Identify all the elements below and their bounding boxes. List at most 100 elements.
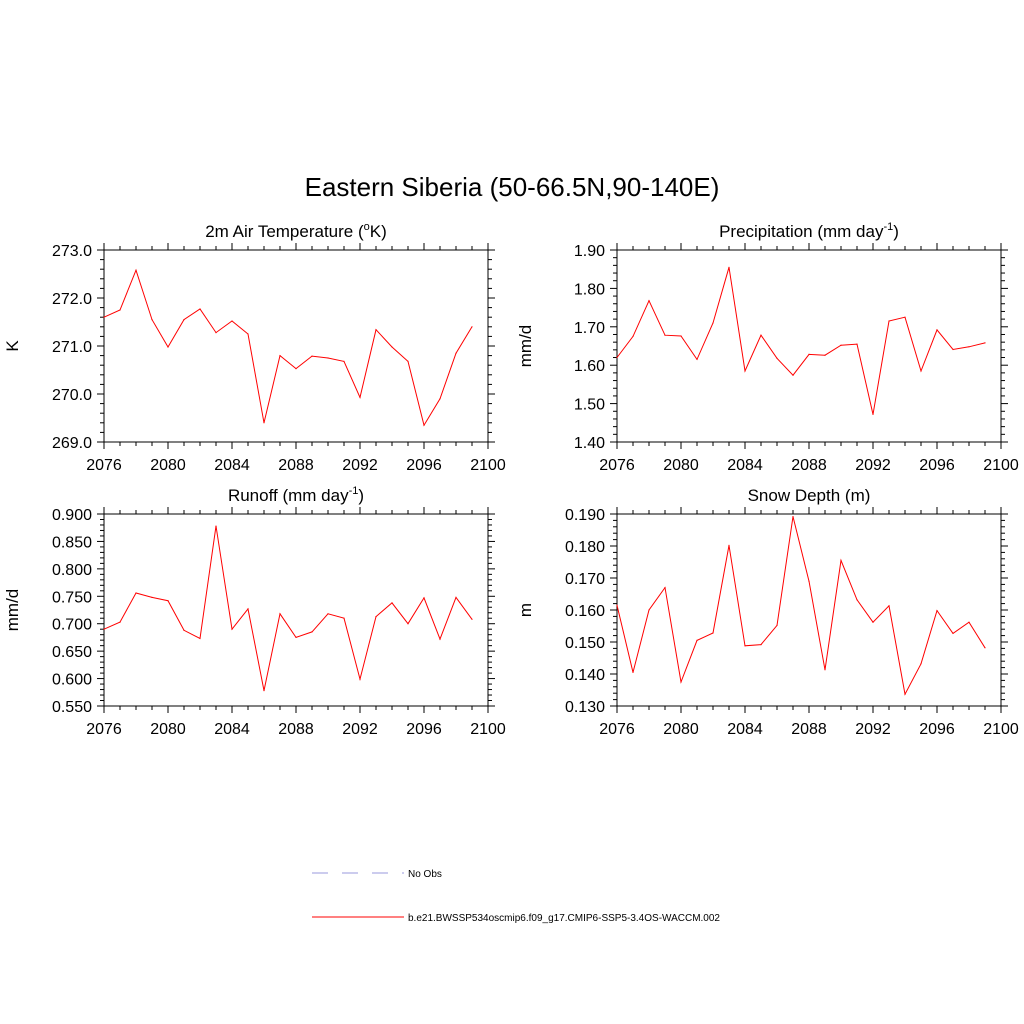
data-point-runoff [183, 629, 185, 631]
main-title: Eastern Siberia (50-66.5N,90-140E) [305, 172, 720, 202]
data-point-snow-depth [776, 624, 778, 627]
data-point-precipitation [936, 329, 938, 331]
data-point-precipitation [664, 334, 666, 336]
y-axis-label-precipitation: mm/d [516, 325, 535, 368]
x-tick-label-runoff: 2100 [470, 721, 506, 738]
panel-title-air-temperature: 2m Air Temperature (oK) [205, 221, 387, 241]
data-point-precipitation [952, 348, 954, 351]
data-point-precipitation [904, 316, 906, 318]
data-point-precipitation [760, 334, 762, 336]
data-point-snow-depth [872, 621, 874, 623]
data-point-precipitation [888, 320, 890, 322]
data-point-runoff [375, 616, 377, 618]
y-tick-label-runoff: 0.850 [52, 534, 92, 551]
y-tick-label-snow-depth: 0.190 [565, 507, 605, 524]
data-point-precipitation [696, 358, 698, 360]
data-point-snow-depth [616, 604, 618, 606]
data-point-air-temperature [199, 308, 201, 310]
data-point-air-temperature [295, 368, 297, 370]
data-point-air-temperature [167, 346, 169, 348]
panel-snow-depth: 2076 2080 2084 2088 2092 2096 2100 0.130 0.140 0.… [516, 486, 1019, 738]
y-tick-label-precipitation: 1.80 [574, 281, 605, 298]
x-tick-label-snow-depth: 2096 [919, 721, 955, 738]
x-tick-label-precipitation: 2080 [663, 457, 699, 474]
series-line-air-temperature [103, 268, 473, 427]
y-tick-label-runoff: 0.550 [52, 699, 92, 716]
data-point-precipitation [792, 374, 794, 376]
data-point-precipitation [984, 342, 986, 344]
data-point-runoff [455, 596, 457, 599]
data-point-air-temperature [455, 352, 457, 354]
data-point-air-temperature [439, 398, 441, 400]
data-point-air-temperature [343, 360, 345, 362]
y-axis-label-runoff: mm/d [3, 589, 22, 632]
data-point-runoff [167, 600, 169, 602]
y-tick-label-runoff: 0.600 [52, 672, 92, 689]
data-point-snow-depth [792, 516, 794, 518]
data-point-runoff [423, 597, 425, 599]
x-tick-label-precipitation: 2076 [599, 457, 635, 474]
data-point-air-temperature [407, 360, 409, 362]
data-point-air-temperature [231, 320, 233, 322]
x-tick-label-air-temperature: 2100 [470, 457, 506, 474]
data-point-air-temperature [151, 319, 153, 321]
y-tick-label-runoff: 0.900 [52, 507, 92, 524]
data-point-air-temperature [391, 346, 393, 348]
x-tick-label-air-temperature: 2084 [214, 457, 250, 474]
x-tick-label-runoff: 2084 [214, 721, 250, 738]
y-axis-label-snow-depth: m [516, 603, 535, 617]
data-point-snow-depth [680, 681, 682, 683]
data-point-runoff [231, 628, 233, 630]
data-point-air-temperature [119, 309, 121, 311]
data-point-precipitation [776, 357, 778, 359]
panel-title-sup-air-temperature: o [364, 221, 370, 233]
data-point-air-temperature [359, 396, 361, 398]
data-point-air-temperature [263, 422, 265, 424]
y-tick-label-air-temperature: 270.0 [52, 387, 92, 404]
data-point-air-temperature [103, 316, 105, 318]
y-tick-label-runoff: 0.650 [52, 644, 92, 661]
data-point-runoff [311, 631, 313, 633]
data-point-snow-depth [968, 621, 970, 623]
panel-title-runoff: Runoff (mm day-1) [228, 485, 364, 505]
x-tick-label-precipitation: 2092 [855, 457, 891, 474]
y-tick-label-air-temperature: 273.0 [52, 243, 92, 260]
data-point-precipitation [840, 344, 842, 346]
panel-title-tail-precipitation: ) [893, 222, 899, 241]
data-point-runoff [359, 678, 361, 680]
data-point-precipitation [744, 370, 746, 372]
panel-runoff: 2076 2080 2084 2088 2092 2096 2100 0.550 0.600 0.… [3, 485, 506, 738]
x-tick-label-runoff: 2096 [406, 721, 442, 738]
y-tick-label-snow-depth: 0.160 [565, 603, 605, 620]
data-point-snow-depth [696, 639, 698, 642]
y-tick-label-runoff: 0.750 [52, 589, 92, 606]
data-point-precipitation [920, 370, 922, 372]
panel-title-main-snow-depth: Snow Depth (m) [748, 486, 871, 505]
y-tick-label-snow-depth: 0.170 [565, 571, 605, 588]
data-point-precipitation [648, 300, 650, 302]
series-line-precipitation [616, 267, 986, 415]
data-point-air-temperature [375, 329, 377, 331]
data-point-snow-depth [648, 609, 650, 611]
data-point-snow-depth [664, 587, 666, 589]
data-point-precipitation [712, 322, 714, 324]
data-point-air-temperature [423, 424, 425, 426]
x-tick-label-precipitation: 2100 [983, 457, 1019, 474]
data-point-runoff [279, 613, 281, 615]
x-tick-label-air-temperature: 2076 [86, 457, 122, 474]
data-point-snow-depth [888, 605, 890, 607]
data-point-snow-depth [984, 647, 986, 649]
x-tick-label-runoff: 2092 [342, 721, 378, 738]
data-point-air-temperature [279, 355, 281, 357]
legend-label-no-obs: No Obs [408, 869, 442, 880]
y-axis-label-air-temperature: K [3, 340, 22, 352]
y-tick-label-precipitation: 1.70 [574, 320, 605, 337]
x-tick-label-snow-depth: 2088 [791, 721, 827, 738]
data-point-runoff [471, 618, 473, 620]
panel-precipitation: 2076 2080 2084 2088 2092 2096 2100 1.40 1.50 1.60… [516, 221, 1019, 474]
y-tick-label-precipitation: 1.50 [574, 397, 605, 414]
panel-title-sup-runoff: -1 [349, 485, 359, 497]
data-point-air-temperature [135, 269, 137, 271]
data-point-runoff [327, 613, 329, 615]
